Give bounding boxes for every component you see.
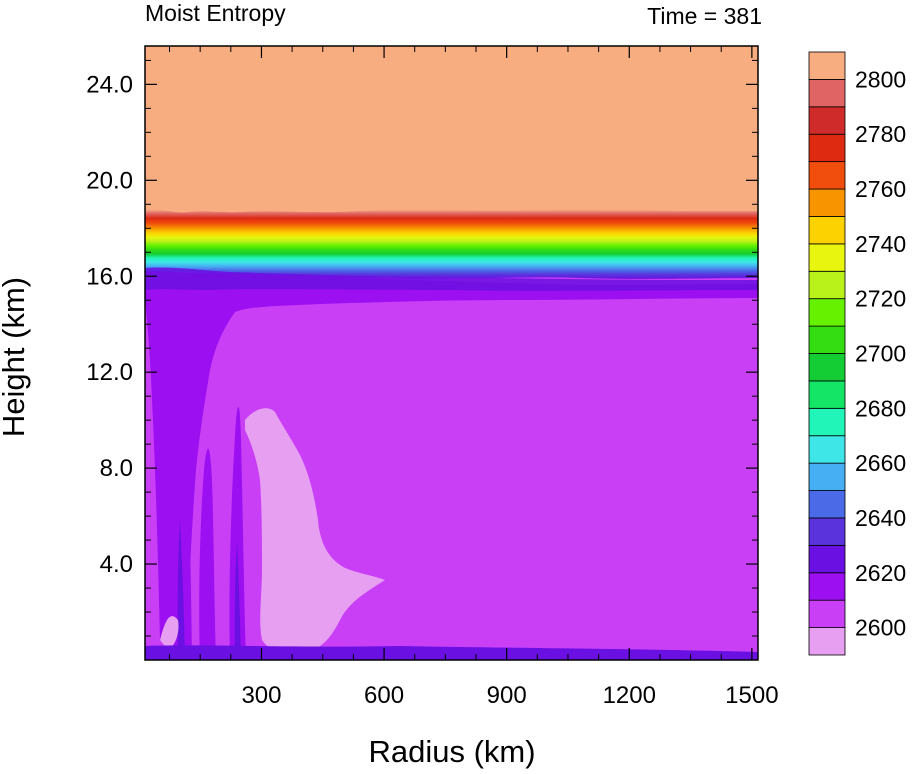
x-tick-label: 1200 bbox=[603, 682, 656, 709]
colorbar-swatch bbox=[808, 243, 846, 272]
colorbar-swatch bbox=[808, 544, 846, 574]
boundary-layer bbox=[145, 645, 758, 660]
x-tick-label: 300 bbox=[241, 682, 281, 709]
colorbar-swatch bbox=[808, 325, 846, 354]
colorbar-swatch bbox=[808, 627, 846, 656]
light-region bbox=[245, 408, 385, 655]
colorbar-swatch bbox=[808, 270, 846, 300]
colorbar-label: 2700 bbox=[855, 341, 906, 367]
upper-layer bbox=[145, 46, 758, 218]
title-left: Moist Entropy bbox=[145, 0, 286, 26]
colorbar-swatch bbox=[808, 380, 846, 409]
colorbar-swatch bbox=[808, 298, 846, 327]
colorbar-label: 2620 bbox=[855, 560, 906, 586]
colorbar-swatch bbox=[808, 79, 846, 108]
colorbar-label: 2740 bbox=[855, 231, 906, 257]
plot-frame bbox=[144, 45, 759, 661]
y-tick-label: 8.0 bbox=[100, 455, 133, 482]
tropopause-band bbox=[145, 209, 758, 279]
colorbar-label: 2800 bbox=[855, 66, 906, 92]
colorbar-label: 2600 bbox=[855, 615, 906, 641]
y-tick-label: 4.0 bbox=[100, 551, 133, 578]
colorbar-label: 2680 bbox=[855, 395, 906, 421]
colorbar-swatch bbox=[808, 599, 846, 628]
colorbar-swatch bbox=[808, 407, 846, 437]
y-axis-title: Height (km) bbox=[0, 277, 31, 437]
colorbar-label: 2760 bbox=[855, 176, 906, 202]
x-tick-label: 600 bbox=[364, 682, 404, 709]
colorbar-swatch bbox=[808, 188, 846, 217]
x-tick-label: 1500 bbox=[725, 682, 778, 709]
y-tick-label: 16.0 bbox=[86, 263, 133, 290]
colorbar-swatch bbox=[808, 572, 846, 601]
colorbar-swatch bbox=[808, 353, 846, 382]
colorbar-swatch bbox=[808, 490, 846, 519]
colorbar-swatch bbox=[808, 161, 846, 190]
y-tick-label: 24.0 bbox=[86, 71, 133, 98]
colorbar-swatch bbox=[808, 435, 846, 464]
y-tick-label: 20.0 bbox=[86, 167, 133, 194]
y-tick-label: 12.0 bbox=[86, 359, 133, 386]
colorbar-label: 2660 bbox=[855, 450, 906, 476]
axes: 300 600 900 1200 1500 4.0 8.0 12.0 16.0 20.0 24.0 bbox=[86, 46, 779, 709]
colorbar-label: 2780 bbox=[855, 121, 906, 147]
title-right: Time = 381 bbox=[647, 3, 762, 29]
colorbar-swatch bbox=[808, 462, 846, 491]
x-axis-title: Radius (km) bbox=[368, 734, 535, 769]
colorbar-swatch bbox=[808, 216, 846, 245]
colorbar: 2600 2620 2640 2660 2680 2700 2720 2740 2760 2780… bbox=[808, 51, 906, 656]
colorbar-swatch bbox=[808, 517, 846, 546]
colorbar-label: 2640 bbox=[855, 505, 906, 531]
x-tick-label: 900 bbox=[487, 682, 527, 709]
colorbar-swatch bbox=[808, 106, 846, 135]
contour-field bbox=[145, 46, 758, 660]
colorbar-swatch bbox=[808, 133, 846, 163]
colorbar-swatch bbox=[808, 51, 846, 80]
upper-troposphere-layer bbox=[145, 271, 758, 640]
colorbar-label: 2720 bbox=[855, 286, 906, 312]
